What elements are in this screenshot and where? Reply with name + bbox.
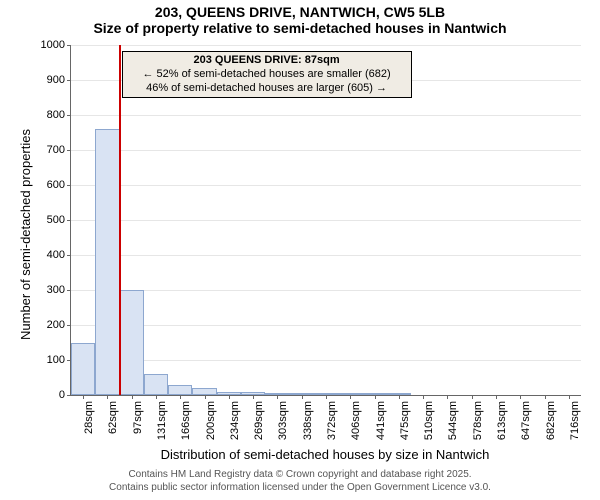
y-tick-mark <box>67 150 71 151</box>
y-tick-label: 800 <box>47 109 65 121</box>
x-tick-mark <box>253 395 254 399</box>
y-tick-mark <box>67 45 71 46</box>
y-tick-label: 200 <box>47 319 65 331</box>
y-tick-mark <box>67 185 71 186</box>
gridline <box>71 220 581 221</box>
x-tick-mark <box>326 395 327 399</box>
x-tick-mark <box>423 395 424 399</box>
x-tick-mark <box>180 395 181 399</box>
y-tick-label: 300 <box>47 284 65 296</box>
y-tick-mark <box>67 325 71 326</box>
y-tick-label: 600 <box>47 179 65 191</box>
y-tick-mark <box>67 395 71 396</box>
y-tick-label: 100 <box>47 354 65 366</box>
x-tick-mark <box>569 395 570 399</box>
plot-area: 0100200300400500600700800900100028sqm62s… <box>70 45 581 396</box>
y-tick-label: 700 <box>47 144 65 156</box>
x-tick-label: 406sqm <box>350 401 362 440</box>
y-tick-mark <box>67 115 71 116</box>
x-tick-label: 682sqm <box>545 401 557 440</box>
callout-line: 203 QUEENS DRIVE: 87sqm <box>127 54 407 68</box>
x-tick-label: 28sqm <box>83 401 95 434</box>
bar <box>168 385 192 396</box>
y-tick-label: 500 <box>47 214 65 226</box>
y-tick-mark <box>67 255 71 256</box>
gridline <box>71 45 581 46</box>
y-tick-mark <box>67 290 71 291</box>
footer-line-1: Contains HM Land Registry data © Crown c… <box>0 469 600 480</box>
x-tick-label: 613sqm <box>496 401 508 440</box>
bar <box>95 129 119 395</box>
callout-box: 203 QUEENS DRIVE: 87sqm← 52% of semi-det… <box>122 51 412 98</box>
y-tick-label: 400 <box>47 249 65 261</box>
x-tick-label: 510sqm <box>423 401 435 440</box>
gridline <box>71 360 581 361</box>
x-tick-label: 647sqm <box>520 401 532 440</box>
x-tick-mark <box>545 395 546 399</box>
bar <box>71 343 95 396</box>
x-tick-mark <box>132 395 133 399</box>
bar <box>192 388 216 395</box>
y-tick-label: 900 <box>47 74 65 86</box>
y-tick-label: 1000 <box>41 39 65 51</box>
x-tick-label: 716sqm <box>569 401 581 440</box>
x-tick-label: 234sqm <box>229 401 241 440</box>
reference-line <box>119 45 121 395</box>
x-tick-label: 166sqm <box>180 401 192 440</box>
y-tick-mark <box>67 220 71 221</box>
x-tick-mark <box>472 395 473 399</box>
y-tick-label: 0 <box>59 389 65 401</box>
x-tick-mark <box>399 395 400 399</box>
x-tick-label: 475sqm <box>399 401 411 440</box>
x-tick-label: 303sqm <box>277 401 289 440</box>
callout-line: ← 52% of semi-detached houses are smalle… <box>127 68 407 82</box>
gridline <box>71 290 581 291</box>
x-tick-mark <box>156 395 157 399</box>
x-tick-label: 200sqm <box>205 401 217 440</box>
x-tick-mark <box>107 395 108 399</box>
x-tick-mark <box>205 395 206 399</box>
x-tick-mark <box>229 395 230 399</box>
x-tick-mark <box>447 395 448 399</box>
x-tick-mark <box>302 395 303 399</box>
y-tick-mark <box>67 80 71 81</box>
footer-line-2: Contains public sector information licen… <box>0 482 600 493</box>
x-tick-label: 578sqm <box>472 401 484 440</box>
chart-title-line1: 203, QUEENS DRIVE, NANTWICH, CW5 5LB <box>0 0 600 20</box>
gridline <box>71 150 581 151</box>
x-tick-mark <box>375 395 376 399</box>
x-tick-label: 544sqm <box>447 401 459 440</box>
bar <box>120 290 144 395</box>
x-tick-label: 131sqm <box>156 401 168 440</box>
gridline <box>71 255 581 256</box>
chart-container: 203, QUEENS DRIVE, NANTWICH, CW5 5LB Siz… <box>0 0 600 500</box>
gridline <box>71 185 581 186</box>
x-tick-label: 338sqm <box>302 401 314 440</box>
bar <box>144 374 168 395</box>
x-tick-mark <box>496 395 497 399</box>
x-tick-mark <box>350 395 351 399</box>
x-tick-label: 62sqm <box>107 401 119 434</box>
gridline <box>71 115 581 116</box>
chart-title-line2: Size of property relative to semi-detach… <box>0 20 600 36</box>
x-tick-mark <box>83 395 84 399</box>
x-tick-label: 269sqm <box>253 401 265 440</box>
x-tick-label: 372sqm <box>326 401 338 440</box>
callout-line: 46% of semi-detached houses are larger (… <box>127 82 407 96</box>
x-tick-mark <box>277 395 278 399</box>
x-tick-label: 441sqm <box>375 401 387 440</box>
gridline <box>71 325 581 326</box>
x-axis-title: Distribution of semi-detached houses by … <box>70 447 580 462</box>
x-tick-label: 97sqm <box>132 401 144 434</box>
x-tick-mark <box>520 395 521 399</box>
y-axis-title: Number of semi-detached properties <box>18 129 33 340</box>
